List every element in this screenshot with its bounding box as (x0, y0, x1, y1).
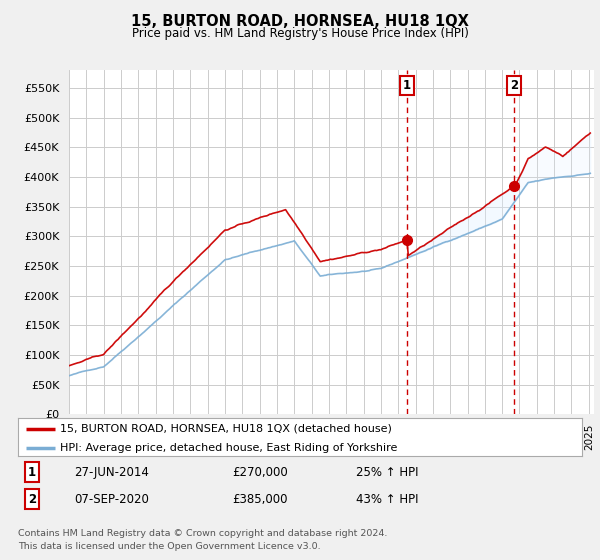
Text: 25% ↑ HPI: 25% ↑ HPI (356, 466, 419, 479)
Text: 27-JUN-2014: 27-JUN-2014 (74, 466, 149, 479)
Text: £270,000: £270,000 (232, 466, 288, 479)
Text: 2: 2 (510, 78, 518, 92)
Text: HPI: Average price, detached house, East Riding of Yorkshire: HPI: Average price, detached house, East… (60, 443, 398, 453)
Text: This data is licensed under the Open Government Licence v3.0.: This data is licensed under the Open Gov… (18, 542, 320, 551)
Text: Price paid vs. HM Land Registry's House Price Index (HPI): Price paid vs. HM Land Registry's House … (131, 27, 469, 40)
Text: 07-SEP-2020: 07-SEP-2020 (74, 492, 149, 506)
Text: 15, BURTON ROAD, HORNSEA, HU18 1QX: 15, BURTON ROAD, HORNSEA, HU18 1QX (131, 14, 469, 29)
Text: £385,000: £385,000 (232, 492, 288, 506)
Text: 43% ↑ HPI: 43% ↑ HPI (356, 492, 419, 506)
Text: 2: 2 (28, 492, 36, 506)
Text: Contains HM Land Registry data © Crown copyright and database right 2024.: Contains HM Land Registry data © Crown c… (18, 529, 388, 538)
Text: 1: 1 (403, 78, 411, 92)
Text: 1: 1 (28, 466, 36, 479)
Text: 15, BURTON ROAD, HORNSEA, HU18 1QX (detached house): 15, BURTON ROAD, HORNSEA, HU18 1QX (deta… (60, 423, 392, 433)
